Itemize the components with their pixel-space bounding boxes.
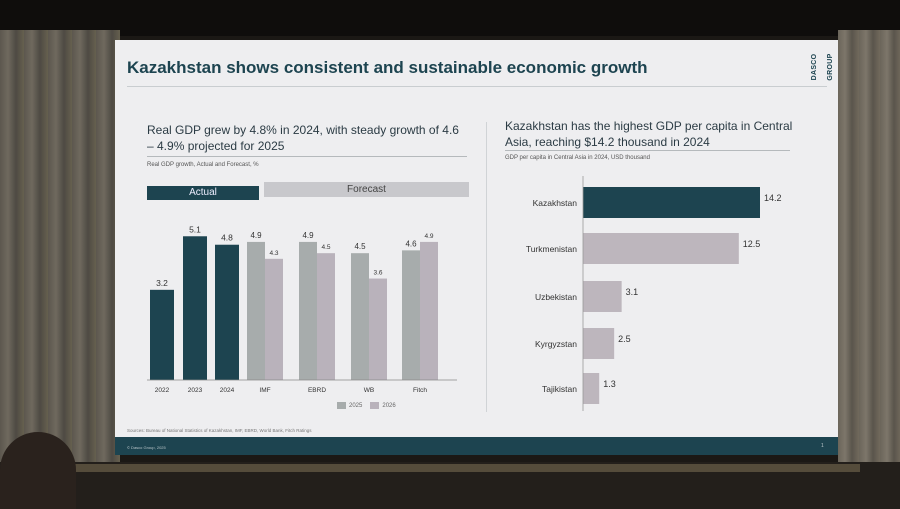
label-2026-Fitch: 4.9 xyxy=(424,233,433,240)
tick-2024: 2024 xyxy=(220,387,235,394)
tick-2022: 2022 xyxy=(155,387,170,394)
gdp-growth-chart: 3.2 2022 5.1 2023 4.8 2024 4.9 4.3 IMF 4.9 4.5 EBRD… xyxy=(147,224,457,394)
legend-label-2025: 2025 xyxy=(349,403,363,410)
bar-2026-IMF xyxy=(265,258,283,380)
label-2026-WB: 3.6 xyxy=(373,270,382,277)
bar-2026-EBRD xyxy=(317,253,335,380)
bar-actual-2022 xyxy=(150,289,174,380)
label-2026-IMF: 4.3 xyxy=(269,250,278,257)
value-kyrgyzstan: 2.5 xyxy=(618,334,631,344)
bar-2026-WB xyxy=(369,278,387,380)
title-divider xyxy=(127,86,827,87)
dasco-logo: DASCO GROUP xyxy=(807,46,834,88)
label-actual-2022: 3.2 xyxy=(156,278,168,288)
label-2026-EBRD: 4.5 xyxy=(321,244,330,251)
bar-2026-Fitch xyxy=(420,241,438,380)
tick-IMF: IMF xyxy=(259,387,270,394)
bar-turkmenistan xyxy=(583,233,739,264)
page-number: 1 xyxy=(821,443,824,449)
stage-edge xyxy=(60,464,860,472)
legend-label-2026: 2026 xyxy=(382,403,396,410)
source-note: Sources: Bureau of National Statistics o… xyxy=(127,428,312,433)
value-kazakhstan: 14.2 xyxy=(764,193,782,203)
actual-header: Actual xyxy=(147,186,259,200)
right-panel-title: Kazakhstan has the highest GDP per capit… xyxy=(505,119,793,149)
category-tajikistan: Tajikistan xyxy=(542,384,577,394)
category-uzbekistan: Uzbekistan xyxy=(535,292,577,302)
forecast-header: Forecast xyxy=(264,182,469,197)
legend-item-2025: 2025 xyxy=(337,402,362,409)
room-ceiling xyxy=(0,0,900,36)
bar-2025-EBRD xyxy=(299,241,317,380)
value-turkmenistan: 12.5 xyxy=(743,239,761,249)
footer-copyright: © Dasco Group, 2025 xyxy=(127,445,166,450)
right-panel-rule xyxy=(505,150,790,151)
label-2025-EBRD: 4.9 xyxy=(302,231,314,240)
bar-tajikistan xyxy=(583,373,600,404)
label-actual-2023: 5.1 xyxy=(189,224,201,234)
label-2025-WB: 4.5 xyxy=(354,242,366,251)
category-turkmenistan: Turkmenistan xyxy=(526,244,577,254)
bar-2025-IMF xyxy=(247,241,265,380)
bar-2025-WB xyxy=(351,253,369,380)
audience-head xyxy=(0,432,76,509)
left-panel-title: Real GDP grew by 4.8% in 2024, with stea… xyxy=(147,123,459,153)
left-panel-subtitle: Real GDP growth, Actual and Forecast, % xyxy=(147,162,259,168)
gdp-per-capita-chart: Kazakhstan 14.2 Turkmenistan 12.5 Uzbekistan… xyxy=(526,176,782,411)
bar-2025-Fitch xyxy=(402,250,420,380)
left-curtain xyxy=(0,30,120,509)
tick-Fitch: Fitch xyxy=(413,387,427,394)
tick-WB: WB xyxy=(364,387,374,394)
category-kazakhstan: Kazakhstan xyxy=(533,198,578,208)
tick-2023: 2023 xyxy=(188,387,203,394)
bar-kazakhstan xyxy=(583,187,760,218)
right-panel-subtitle: GDP per capita in Central Asia in 2024, … xyxy=(505,155,650,161)
left-panel-rule xyxy=(147,156,467,157)
slide-title: Kazakhstan shows consistent and sustaina… xyxy=(127,58,648,77)
label-2025-Fitch: 4.6 xyxy=(405,239,417,248)
chart-legend: 2025 2026 xyxy=(337,402,396,409)
value-uzbekistan: 3.1 xyxy=(626,287,639,297)
logo-text: DASCO GROUP xyxy=(811,53,834,81)
tick-EBRD: EBRD xyxy=(308,387,326,394)
bar-uzbekistan xyxy=(583,281,622,312)
category-kyrgyzstan: Kyrgyzstan xyxy=(535,339,577,349)
legend-item-2026: 2026 xyxy=(370,402,396,410)
bar-kyrgyzstan xyxy=(583,328,615,359)
projection-screen: Kazakhstan shows consistent and sustaina… xyxy=(115,40,838,455)
value-tajikistan: 1.3 xyxy=(603,379,616,389)
bar-actual-2023 xyxy=(183,236,207,380)
slide-footer: © Dasco Group, 2025 1 xyxy=(115,437,838,455)
panel-divider xyxy=(486,122,487,412)
right-curtain xyxy=(838,30,900,509)
label-actual-2024: 4.8 xyxy=(221,233,233,243)
label-2025-IMF: 4.9 xyxy=(250,231,262,240)
bar-actual-2024 xyxy=(215,244,239,380)
